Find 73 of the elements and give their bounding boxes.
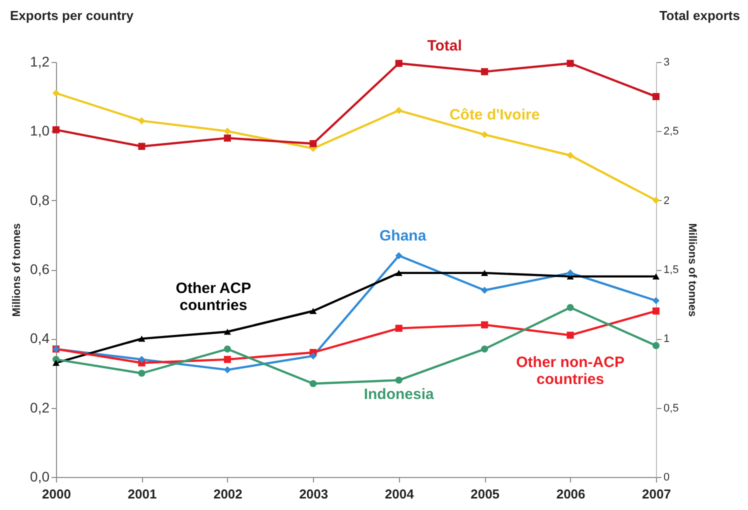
x-tick-label: 2000	[42, 486, 71, 502]
point	[224, 346, 231, 353]
point	[481, 131, 488, 138]
y2-tick-label: 0,5	[664, 402, 679, 414]
point	[138, 370, 146, 377]
point	[652, 307, 660, 315]
point	[310, 352, 317, 360]
point	[652, 297, 660, 304]
x-tick-label: 2005	[470, 486, 500, 502]
y-tick-label: 0,2	[30, 399, 50, 416]
point	[566, 152, 574, 159]
text: Total exports	[659, 8, 740, 23]
point	[566, 269, 574, 276]
y2-tick-label: 2	[664, 194, 670, 207]
point	[224, 128, 231, 135]
y-tick-label: 0,8	[30, 192, 50, 208]
point	[224, 328, 231, 335]
series-label: Other non-ACP countries	[516, 354, 624, 388]
point	[481, 346, 488, 353]
point	[52, 90, 60, 97]
x-tick-label: 2001	[128, 486, 157, 502]
point	[652, 273, 660, 280]
point	[395, 60, 402, 67]
y-tick-label: 0,4	[30, 330, 50, 346]
x-tick-label: 2006	[556, 486, 586, 502]
y2-tick-label: 0	[664, 472, 670, 484]
x-tick-label: 2003	[299, 486, 328, 502]
point	[138, 356, 146, 363]
point	[481, 68, 488, 76]
point	[395, 270, 402, 276]
text: Exports per country	[10, 8, 134, 23]
point	[395, 252, 402, 260]
y2-tick-label: 2,5	[664, 126, 679, 138]
y2-axis-title: Millions of tonnes	[686, 223, 698, 317]
series-label: Indonesia	[364, 386, 435, 404]
point	[224, 356, 231, 363]
point	[310, 308, 317, 314]
y-tick-label: 1,0	[30, 122, 50, 139]
point	[52, 126, 60, 134]
point	[310, 140, 317, 148]
point	[652, 93, 660, 100]
point	[566, 60, 574, 67]
x-tick-label: 2002	[213, 486, 242, 502]
y-tick-label: 1,2	[30, 54, 50, 70]
point	[566, 304, 574, 312]
point	[481, 321, 488, 328]
point	[138, 117, 146, 124]
y-axis-title: Millions of tonnes	[11, 223, 24, 317]
point	[224, 134, 231, 142]
point	[395, 376, 402, 384]
point	[481, 286, 488, 294]
point	[224, 366, 231, 374]
y2-tick-label: 1,5	[664, 264, 679, 276]
series-label: Ghana	[380, 228, 427, 245]
y2-tick-label: 3	[664, 56, 670, 68]
x-tick-label: 2007	[642, 486, 671, 502]
point	[138, 142, 146, 150]
y-tick-label: 0,0	[30, 468, 50, 484]
point	[566, 332, 574, 339]
point	[395, 324, 402, 332]
point	[652, 196, 660, 204]
y2-tick-label: 1	[664, 333, 670, 346]
point	[138, 336, 146, 342]
point	[52, 360, 60, 366]
point	[652, 342, 660, 350]
series-label: Total	[427, 38, 462, 55]
series-label: Côte d'Ivoire	[449, 106, 540, 124]
point	[395, 106, 402, 114]
series-label: Other ACP countries	[176, 280, 252, 314]
point	[310, 380, 317, 388]
y-tick-label: 0,6	[30, 261, 50, 277]
point	[481, 270, 488, 276]
x-tick-label: 2004	[384, 486, 415, 502]
